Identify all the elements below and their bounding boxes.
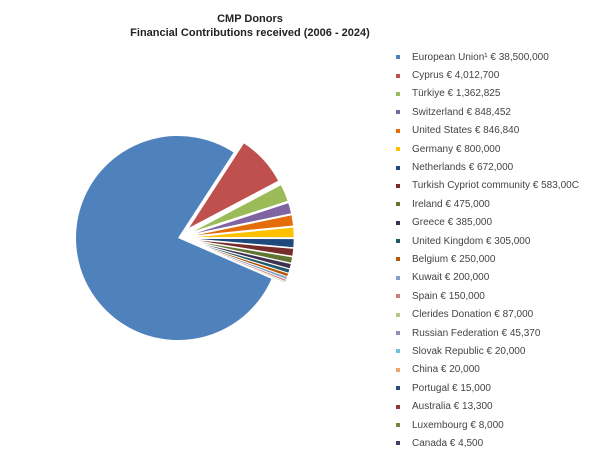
pie-slice xyxy=(191,214,294,237)
pie-slice xyxy=(191,241,291,274)
pie-slice xyxy=(191,226,295,238)
legend-label: Portugal € 15,000 xyxy=(412,382,491,394)
legend-item: Australia € 13,300 xyxy=(392,397,579,415)
legend-item: Luxembourg € 8,000 xyxy=(392,416,579,434)
legend-label: Russian Federation € 45,370 xyxy=(412,327,541,339)
legend-item: Greece € 385,000 xyxy=(392,214,579,232)
legend-label: Türkiye € 1,362,825 xyxy=(412,88,501,100)
legend-item: United States € 846,840 xyxy=(392,122,579,140)
legend-swatch xyxy=(396,349,400,354)
legend-label: Luxembourg € 8,000 xyxy=(412,419,504,431)
pie-slice xyxy=(191,202,292,235)
legend-swatch xyxy=(396,331,400,336)
legend-label: Clerides Donation € 87,000 xyxy=(412,309,534,321)
legend-label: United States € 846,840 xyxy=(412,125,520,137)
legend-label: Ireland € 475,000 xyxy=(412,198,490,210)
legend-item: Switzerland € 848,452 xyxy=(392,103,579,121)
pie-slice xyxy=(191,239,294,257)
pie-slice xyxy=(191,242,289,277)
legend-item: Russian Federation € 45,370 xyxy=(392,324,579,342)
legend-swatch xyxy=(396,312,400,317)
legend-swatch xyxy=(396,73,400,78)
legend-label: Cyprus € 4,012,700 xyxy=(412,70,500,82)
legend-swatch xyxy=(396,110,400,115)
legend: European Union¹ € 38,500,000 Cyprus € 4,0… xyxy=(392,48,579,453)
legend-label: Belgium € 250,000 xyxy=(412,253,496,265)
legend-swatch xyxy=(396,202,400,207)
title-sub: Financial Contributions received (2006 -… xyxy=(130,27,370,39)
legend-item: Ireland € 475,000 xyxy=(392,195,579,213)
legend-swatch xyxy=(396,294,400,299)
pie-slice xyxy=(191,238,295,248)
legend-item: European Union¹ € 38,500,000 xyxy=(392,48,579,66)
legend-label: Slovak Republic € 20,000 xyxy=(412,345,526,357)
legend-label: Kuwait € 200,000 xyxy=(412,272,490,284)
legend-item: Slovak Republic € 20,000 xyxy=(392,342,579,360)
legend-swatch xyxy=(396,404,400,409)
legend-item: Canada € 4,500 xyxy=(392,434,579,452)
legend-item: Germany € 800,000 xyxy=(392,140,579,158)
chart-title: CMP Donors Financial Contributions recei… xyxy=(100,12,400,40)
legend-swatch xyxy=(396,183,400,188)
pie-slice xyxy=(190,243,285,285)
pie-slice xyxy=(191,240,293,264)
legend-item: United Kingdom € 305,000 xyxy=(392,232,579,250)
legend-item: Turkish Cypriot community € 583,00C xyxy=(392,177,579,195)
legend-label: European Union¹ € 38,500,000 xyxy=(412,51,549,63)
pie-slice xyxy=(190,184,289,233)
legend-swatch xyxy=(396,220,400,225)
legend-label: Netherlands € 672,000 xyxy=(412,162,514,174)
legend-swatch xyxy=(396,367,400,372)
legend-swatch xyxy=(396,275,400,280)
legend-swatch xyxy=(396,423,400,427)
legend-item: Portugal € 15,000 xyxy=(392,379,579,397)
legend-label: Spain € 150,000 xyxy=(412,290,485,302)
legend-swatch xyxy=(396,55,400,60)
legend-swatch xyxy=(396,441,400,446)
legend-swatch xyxy=(396,147,400,152)
pie-slice xyxy=(187,142,279,230)
legend-label: Greece € 385,000 xyxy=(412,217,493,229)
legend-swatch xyxy=(396,128,400,133)
pie-slice xyxy=(191,242,288,280)
legend-item: Netherlands € 672,000 xyxy=(392,158,579,176)
pie-slice xyxy=(191,241,292,269)
legend-item: Spain € 150,000 xyxy=(392,287,579,305)
pie-chart xyxy=(76,136,295,340)
legend-item: Kuwait € 200,000 xyxy=(392,269,579,287)
legend-swatch xyxy=(396,386,400,391)
legend-swatch xyxy=(396,239,400,244)
legend-swatch xyxy=(396,91,400,96)
legend-swatch xyxy=(396,165,400,170)
legend-label: United Kingdom € 305,000 xyxy=(412,235,531,247)
legend-label: Switzerland € 848,452 xyxy=(412,106,511,118)
title-main: CMP Donors xyxy=(217,13,283,25)
legend-label: Turkish Cypriot community € 583,00C xyxy=(412,180,579,192)
legend-swatch xyxy=(396,257,400,262)
legend-item: Türkiye € 1,362,825 xyxy=(392,85,579,103)
legend-item: China € 20,000 xyxy=(392,361,579,379)
pie-slice xyxy=(76,136,272,340)
legend-item: Cyprus € 4,012,700 xyxy=(392,66,579,84)
legend-item: Belgium € 250,000 xyxy=(392,250,579,268)
legend-item: Clerides Donation € 87,000 xyxy=(392,305,579,323)
legend-label: Germany € 800,000 xyxy=(412,143,501,155)
legend-label: China € 20,000 xyxy=(412,364,480,376)
legend-label: Canada € 4,500 xyxy=(412,437,484,449)
